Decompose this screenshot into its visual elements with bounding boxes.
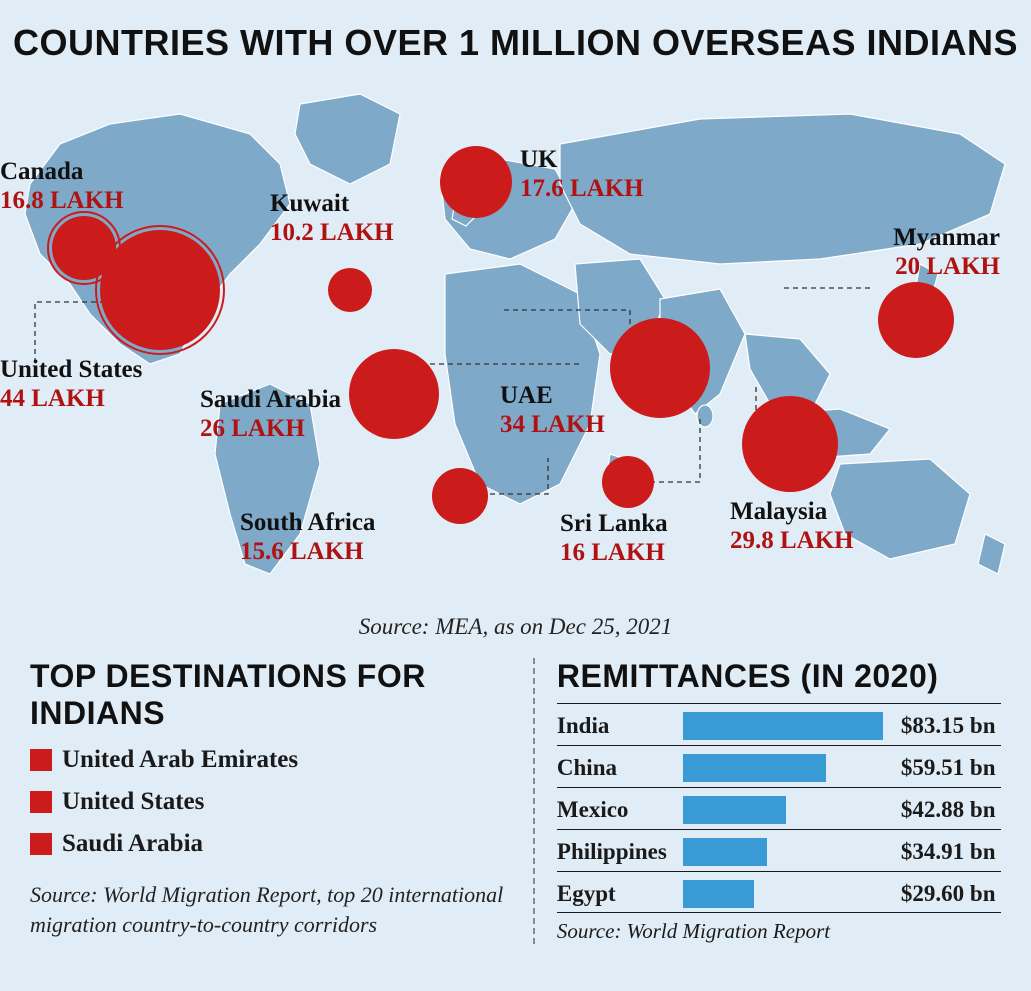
country-value: 29.8 LAKH (730, 527, 854, 556)
label-canada: Canada16.8 LAKH (0, 158, 124, 216)
remittance-row: India $83.15 bn (557, 703, 1001, 745)
bullet-square-icon (30, 833, 52, 855)
bubble-sri-lanka (602, 456, 654, 508)
destinations-title: TOP DESTINATIONS FOR INDIANS (30, 658, 509, 732)
remittance-bar-cell (683, 838, 893, 866)
label-uk: UK17.6 LAKH (520, 146, 644, 204)
country-value: 34 LAKH (500, 411, 605, 440)
label-saudi-arabia: Saudi Arabia26 LAKH (200, 386, 341, 444)
destination-name: United Arab Emirates (62, 746, 298, 774)
label-kuwait: Kuwait10.2 LAKH (270, 190, 394, 248)
country-name: Sri Lanka (560, 510, 668, 539)
label-sri-lanka: Sri Lanka16 LAKH (560, 510, 668, 568)
country-name: United States (0, 356, 142, 385)
remittance-value: $42.88 bn (893, 797, 1001, 823)
destination-item: United Arab Emirates (30, 746, 509, 774)
remittance-value: $34.91 bn (893, 839, 1001, 865)
remittance-country: Mexico (557, 797, 683, 823)
remittance-bar-cell (683, 796, 893, 824)
remittance-bar (683, 880, 754, 908)
remittance-country: China (557, 755, 683, 781)
country-name: Myanmar (893, 224, 1000, 253)
world-map-chart: Canada16.8 LAKH United States44 LAKH Kuwai… (0, 64, 1031, 614)
bubble-saudi-arabia (349, 349, 439, 439)
label-united-states: United States44 LAKH (0, 356, 142, 414)
destination-name: Saudi Arabia (62, 830, 203, 858)
remittance-value: $29.60 bn (893, 881, 1001, 907)
remittances-source: Source: World Migration Report (557, 919, 1001, 944)
country-name: Saudi Arabia (200, 386, 341, 415)
bubble-kuwait (328, 268, 372, 312)
bubble-uk (440, 146, 512, 218)
bullet-square-icon (30, 749, 52, 771)
label-malaysia: Malaysia29.8 LAKH (730, 498, 854, 556)
remittance-bar-cell (683, 880, 893, 908)
remittance-bar-cell (683, 712, 893, 740)
remittance-value: $83.15 bn (893, 713, 1001, 739)
label-south-africa: South Africa15.6 LAKH (240, 509, 375, 567)
remittance-row: Mexico $42.88 bn (557, 787, 1001, 829)
destinations-list: United Arab Emirates United States Saudi A… (30, 746, 509, 858)
page-title: COUNTRIES WITH OVER 1 MILLION OVERSEAS I… (0, 0, 1031, 64)
remittance-bar (683, 712, 883, 740)
label-myanmar: Myanmar20 LAKH (893, 224, 1000, 282)
remittances-title: REMITTANCES (IN 2020) (557, 658, 1001, 695)
destination-item: United States (30, 788, 509, 816)
country-value: 15.6 LAKH (240, 538, 375, 567)
remittance-country: Philippines (557, 839, 683, 865)
remittance-country: India (557, 713, 683, 739)
remittances-table: India $83.15 bn China $59.51 bn Mexico $42.88… (557, 703, 1001, 913)
destinations-panel: TOP DESTINATIONS FOR INDIANS United Arab… (30, 658, 535, 944)
destination-item: Saudi Arabia (30, 830, 509, 858)
label-uae: UAE34 LAKH (500, 382, 605, 440)
bubble-south-africa (432, 468, 488, 524)
country-value: 10.2 LAKH (270, 219, 394, 248)
country-name: Malaysia (730, 498, 854, 527)
remittance-row: China $59.51 bn (557, 745, 1001, 787)
country-value: 26 LAKH (200, 415, 341, 444)
bullet-square-icon (30, 791, 52, 813)
bubble-malaysia (742, 396, 838, 492)
remittance-row: Philippines $34.91 bn (557, 829, 1001, 871)
destination-name: United States (62, 788, 204, 816)
country-name: Canada (0, 158, 124, 187)
country-name: UK (520, 146, 644, 175)
country-name: Kuwait (270, 190, 394, 219)
map-source: Source: MEA, as on Dec 25, 2021 (0, 614, 1031, 640)
bubble-uae (610, 318, 710, 418)
destinations-source: Source: World Migration Report, top 20 i… (30, 880, 509, 939)
remittance-bar (683, 796, 786, 824)
country-value: 20 LAKH (893, 253, 1000, 282)
bottom-panels: TOP DESTINATIONS FOR INDIANS United Arab… (0, 640, 1031, 944)
remittance-value: $59.51 bn (893, 755, 1001, 781)
remittance-bar (683, 754, 826, 782)
country-value: 16 LAKH (560, 539, 668, 568)
remittances-panel: REMITTANCES (IN 2020) India $83.15 bn Chin… (535, 658, 1001, 944)
country-value: 17.6 LAKH (520, 175, 644, 204)
remittance-bar-cell (683, 754, 893, 782)
country-value: 16.8 LAKH (0, 187, 124, 216)
bubble-myanmar (878, 282, 954, 358)
remittance-country: Egypt (557, 881, 683, 907)
remittance-row: Egypt $29.60 bn (557, 871, 1001, 913)
country-value: 44 LAKH (0, 385, 142, 414)
bubble-united-states (100, 230, 220, 350)
country-name: UAE (500, 382, 605, 411)
country-name: South Africa (240, 509, 375, 538)
remittance-bar (683, 838, 767, 866)
